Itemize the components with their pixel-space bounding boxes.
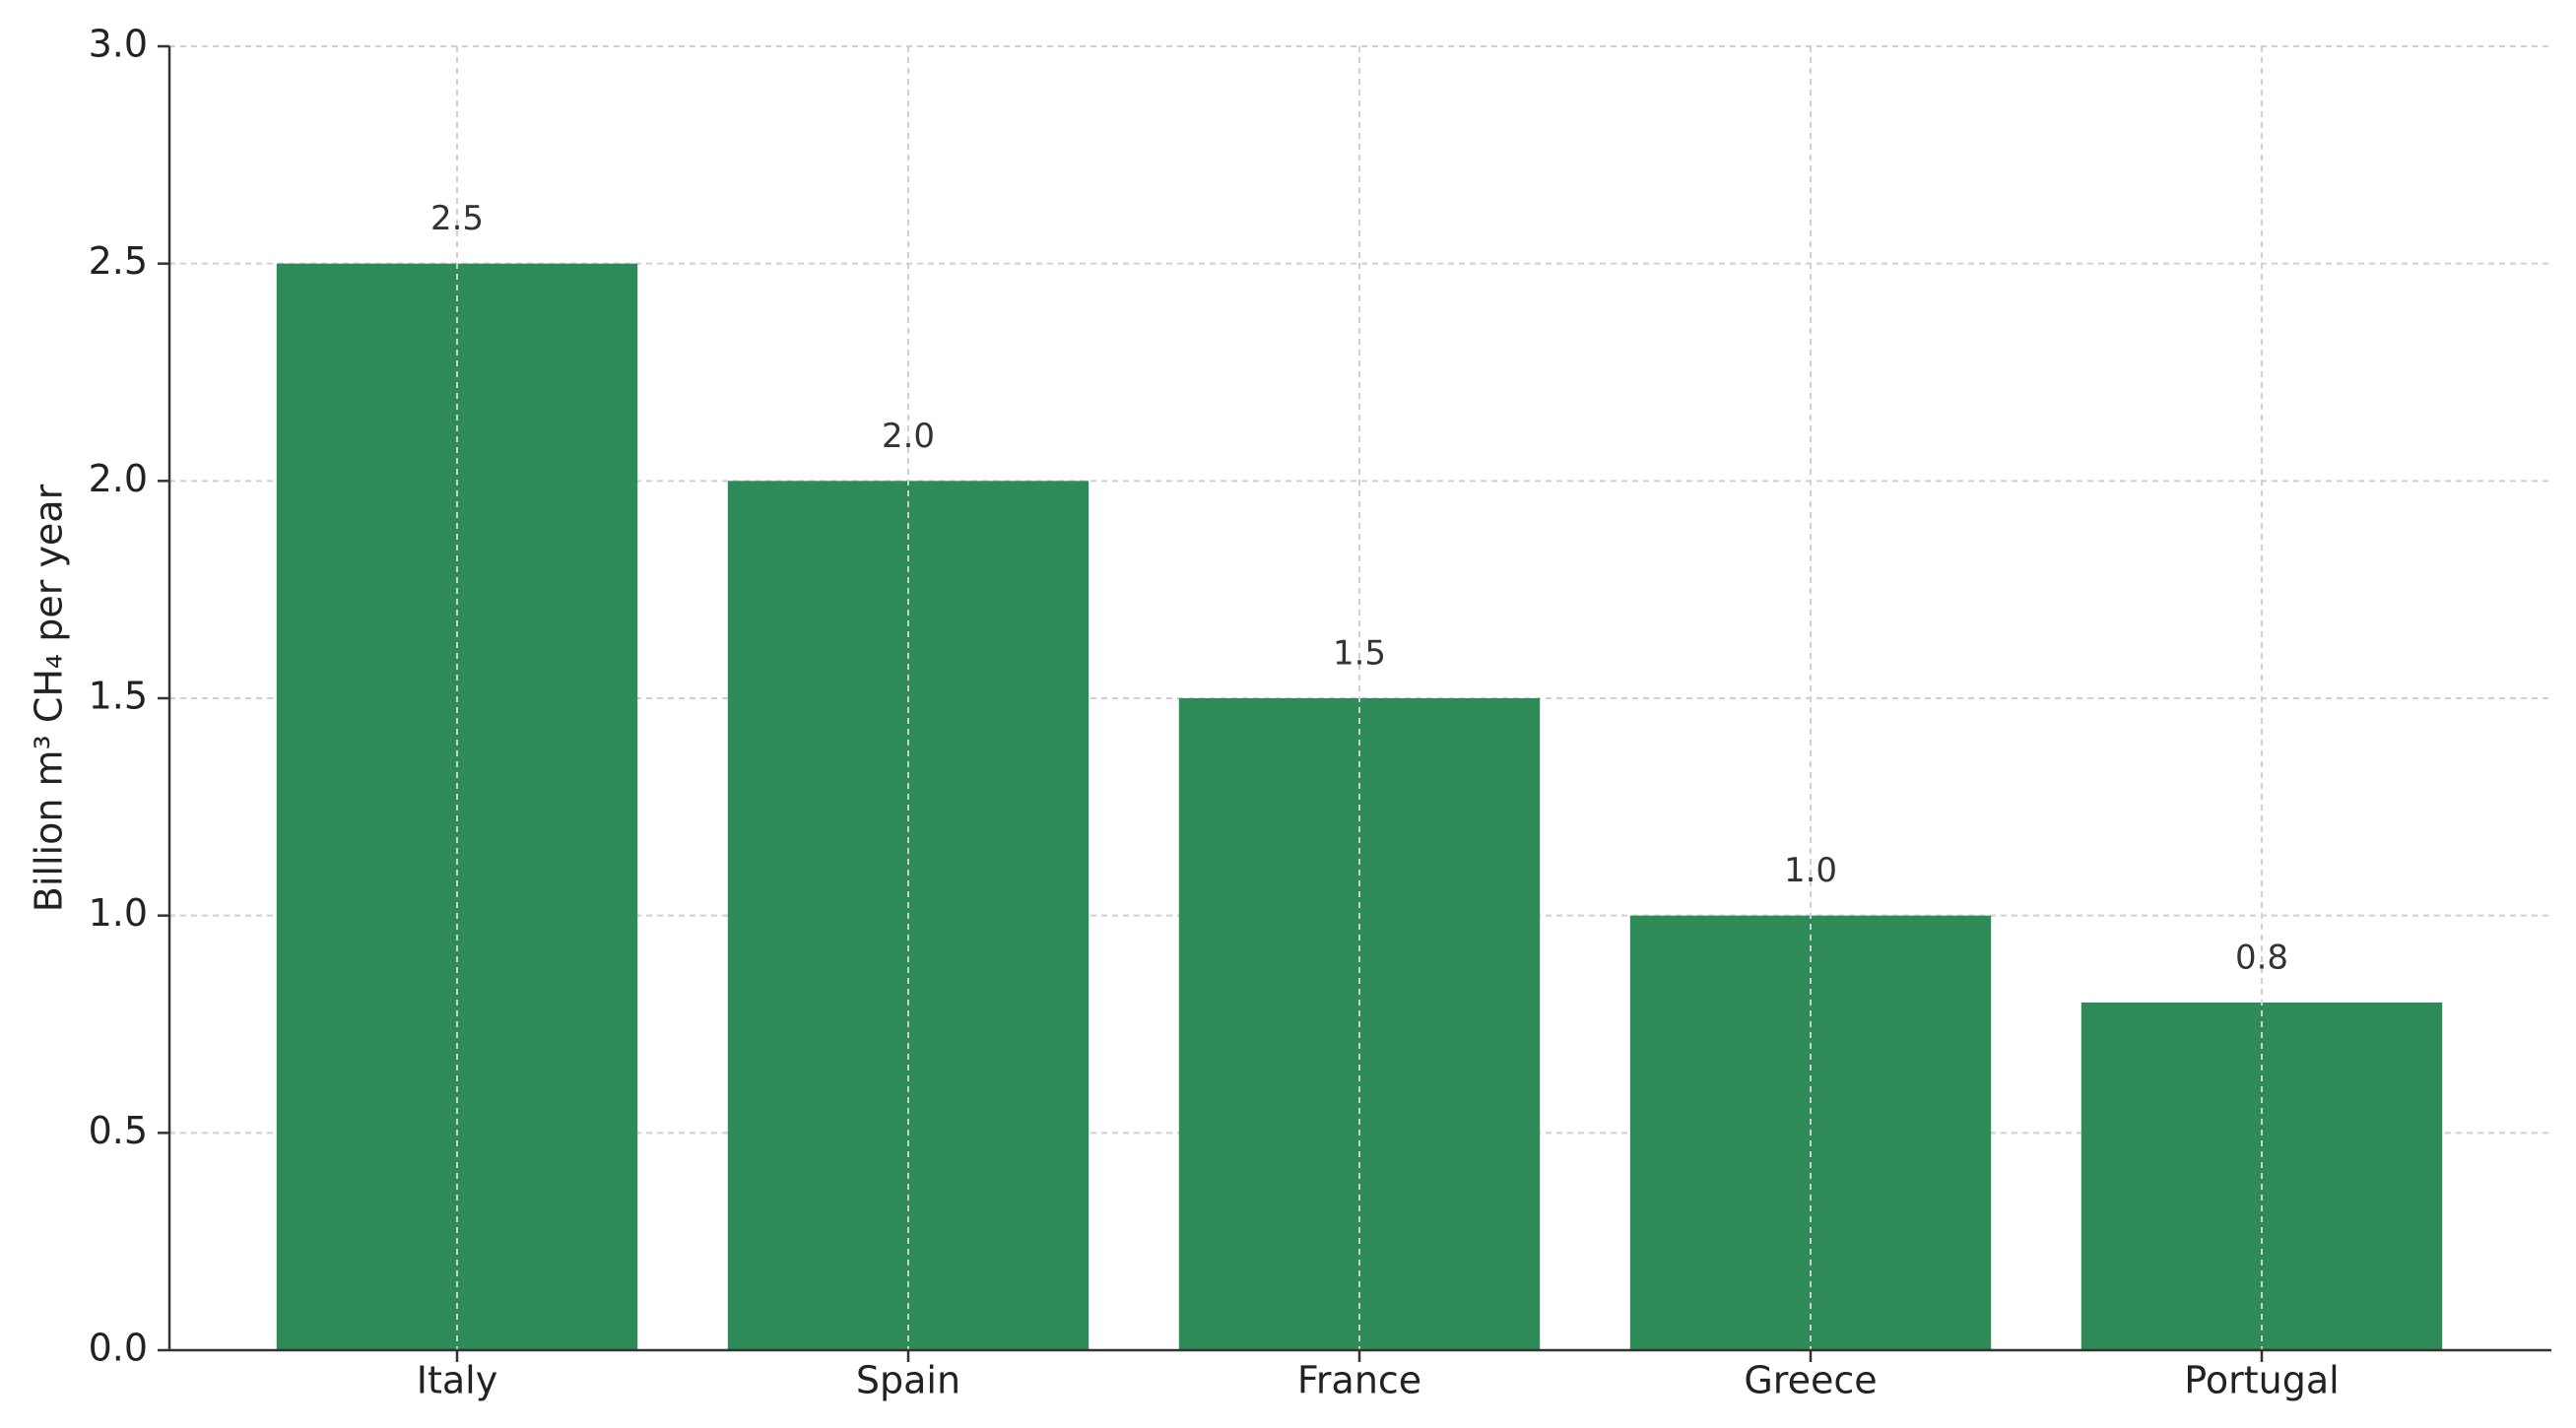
x-tick-label: France — [1297, 1359, 1421, 1402]
y-tick-label: 1.5 — [89, 675, 148, 718]
value-label: 1.5 — [1333, 634, 1386, 674]
value-label: 0.8 — [2235, 938, 2288, 977]
x-tick-label: Italy — [417, 1359, 497, 1402]
y-axis-label: Billion m³ CH₄ per year — [28, 484, 71, 912]
x-tick-label: Portugal — [2184, 1359, 2339, 1402]
x-tick-label: Greece — [1744, 1359, 1877, 1402]
value-label: 2.5 — [430, 199, 484, 238]
y-tick-label: 0.5 — [89, 1109, 148, 1152]
y-tick-label: 3.0 — [89, 23, 148, 66]
value-label: 2.0 — [882, 417, 935, 456]
y-tick-label: 0.0 — [89, 1327, 148, 1370]
y-tick-label: 2.5 — [89, 239, 148, 283]
x-tick-label: Spain — [856, 1359, 960, 1402]
y-tick-label: 2.0 — [89, 457, 148, 500]
y-tick-label: 1.0 — [89, 891, 148, 935]
value-label: 1.0 — [1784, 851, 1837, 890]
